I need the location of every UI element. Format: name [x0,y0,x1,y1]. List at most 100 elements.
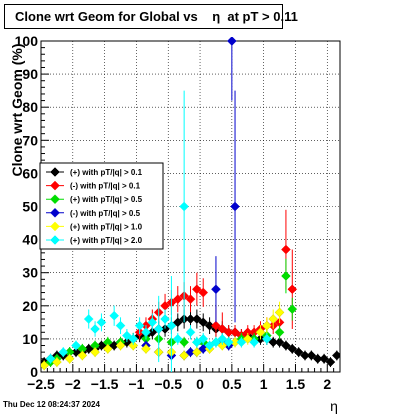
data-point [172,334,183,344]
data-point [287,304,298,314]
data-point [58,347,69,357]
data-point [192,284,202,295]
legend-box [39,162,164,250]
data-point [172,317,183,328]
data-point [122,337,132,348]
data-point [249,337,259,348]
data-point [223,327,234,338]
legend-entry: (+) with pT/|q| > 2.0 [70,236,143,245]
data-point [217,340,228,351]
data-point [147,317,158,328]
legend-entry: (+) with pT/|q| > 0.1 [70,168,143,177]
data-point [166,320,177,331]
data-point [261,320,272,331]
data-point [185,294,196,305]
data-point [300,350,310,361]
y-tick-label: 50 [22,199,38,215]
x-tick-label: 0.5 [222,376,242,392]
data-point [185,327,196,338]
data-point [255,327,266,338]
data-point [287,284,298,295]
data-point [179,337,189,348]
data-point [134,320,145,331]
data-point [306,350,317,361]
data-point [45,353,56,364]
data-point [160,324,170,334]
data-point [128,334,139,344]
data-point [90,324,100,334]
y-tick-label: 0 [30,364,38,380]
x-tick-label: −2.5 [27,376,55,392]
legend-marker [50,194,60,205]
data-point [153,324,164,334]
data-point [230,327,240,338]
x-tick-label: −2 [65,376,81,392]
x-tick-label: 1.5 [286,376,306,392]
y-tick-label: 10 [22,331,38,347]
data-point [192,337,202,348]
data-point [198,287,209,298]
data-point [77,350,88,361]
legend-entry: (+) with pT/|q| > 0.5 [70,195,143,204]
data-point [217,334,228,344]
data-point [185,347,196,357]
data-point [71,347,81,357]
data-point [83,343,94,354]
y-axis-label: Clone wrt Geom (%) [9,43,25,176]
x-tick-label: 1 [260,376,268,392]
data-point [147,327,158,338]
data-layer [41,37,340,372]
data-point [109,310,120,321]
data-point [141,327,151,338]
data-point [109,340,120,351]
legend-entry: (-) with pT/|q| > 0.1 [70,182,141,191]
data-point [71,340,81,351]
data-point [230,337,240,348]
x-tick-label: −1 [128,376,144,392]
data-point [128,340,139,351]
data-point [226,37,237,46]
x-axis-label: η [330,398,338,414]
data-point [204,320,215,331]
y-tick-label: 30 [22,265,38,281]
legend-marker [50,235,60,245]
y-tick-label: 90 [22,66,38,82]
legend-marker [50,207,60,218]
data-point [312,353,323,364]
data-point [41,360,50,371]
x-tick-label: 2 [323,376,331,392]
data-point [319,353,329,364]
data-point [261,334,272,344]
timestamp: Thu Dec 12 08:24:37 2024 [3,400,100,409]
data-point [211,320,221,331]
legend-marker [50,221,60,232]
data-point [96,340,107,351]
data-point [192,314,202,324]
x-tick-label: −0.5 [154,376,182,392]
data-point [211,337,221,348]
legend-marker [50,167,60,177]
x-tick-label: 0 [196,376,204,392]
data-point [185,314,196,324]
legend-entry: (+) with pT/|q| > 1.0 [70,222,143,231]
data-point [325,357,336,367]
data-point [198,317,209,328]
data-point [236,337,247,348]
data-point [198,334,209,344]
data-point [96,317,107,328]
data-point [281,340,291,351]
data-point [115,320,126,331]
data-point [230,201,240,212]
legend-entry: (-) with pT/|q| > 0.5 [70,209,141,218]
data-point [192,347,202,357]
data-point [293,347,304,357]
data-point [281,271,291,281]
data-point [274,327,285,338]
y-tick-label: 40 [22,232,38,248]
data-point [90,347,100,357]
data-point [122,330,132,341]
data-point [141,343,151,354]
data-point [331,350,340,361]
